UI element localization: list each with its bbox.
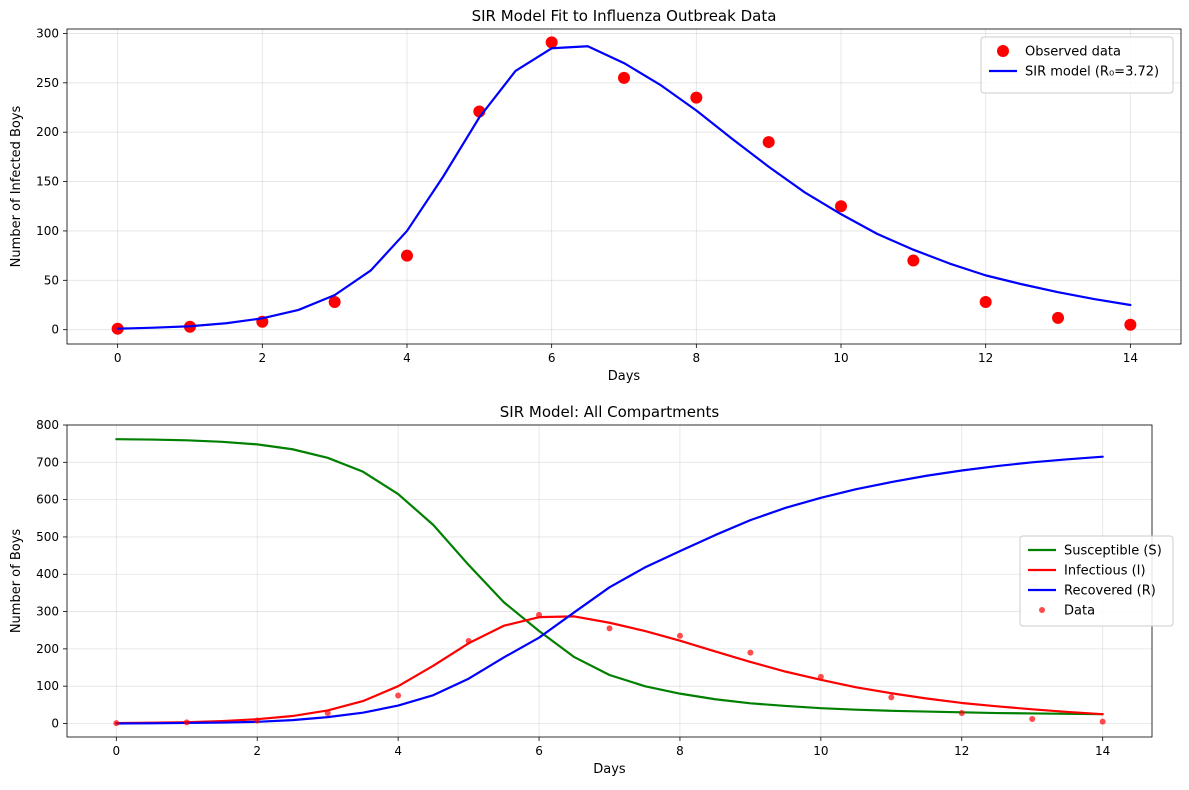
legend: Observed data SIR model (R₀=3.72): [980, 36, 1174, 94]
axes-frame: [66, 28, 1182, 345]
series-observed-data-point: [762, 136, 775, 149]
x-tick-label: 10: [813, 744, 828, 758]
series-data-point: [958, 710, 965, 717]
plot-area: [67, 425, 1152, 737]
series-observed-data-point: [400, 249, 413, 262]
legend: Susceptible (S) Infectious (I) Recovered (…: [1019, 535, 1174, 627]
series-group: [113, 438, 1106, 727]
y-tick-label: 100: [36, 224, 59, 238]
legend-infectious-i-label: Infectious (I): [1064, 564, 1146, 579]
series-data-point: [817, 673, 824, 680]
legend-recovered-r-label: Recovered (R): [1064, 584, 1156, 599]
y-tick-label: 50: [44, 273, 59, 287]
series-sir-model-r-3-72-line: [116, 45, 1132, 330]
series-data-point: [395, 692, 402, 699]
series-observed-data-point: [545, 36, 558, 49]
series-data-point: [676, 632, 683, 639]
series-observed-data-point: [690, 91, 703, 104]
series-data-point: [888, 694, 895, 701]
y-tick-label: 300: [36, 26, 59, 40]
x-tick-label: 2: [258, 351, 266, 365]
chart-panel-1: 0 2 4 6 8 10 12 14 0 50 100 150 200 250 300 SIR Model F…: [9, 7, 1182, 384]
series-data-point: [1029, 716, 1036, 723]
x-tick-label: 4: [403, 351, 411, 365]
y-axis-label: Number of Boys: [9, 529, 24, 634]
legend-sir-model-r-3-72-label: SIR model (R₀=3.72): [1025, 65, 1159, 80]
series-data-point: [254, 717, 261, 724]
legend-box: [980, 36, 1174, 94]
x-tick-label: 12: [954, 744, 969, 758]
series-data-point: [113, 720, 120, 727]
x-axis-label: Days: [608, 369, 641, 384]
x-tick-label: 6: [548, 351, 556, 365]
y-tick-label: 100: [36, 679, 59, 693]
series-observed-data-point: [328, 296, 341, 309]
legend-data-label: Data: [1064, 604, 1095, 619]
legend-box: [1019, 535, 1174, 627]
series-observed-data-point: [1052, 311, 1065, 324]
series-data-point: [747, 649, 754, 656]
x-tick-label: 14: [1095, 744, 1110, 758]
y-tick-label: 200: [36, 125, 59, 139]
series-observed-data-point: [618, 71, 630, 84]
series-susceptible-s-line: [115, 438, 1104, 716]
x-axis-label: Days: [593, 762, 626, 777]
legend-observed-data-swatch: [997, 45, 1009, 57]
series-recovered-r-line: [115, 455, 1104, 725]
series-observed-data-point: [907, 254, 920, 267]
y-tick-label: 400: [36, 567, 59, 581]
chart-title: SIR Model: All Compartments: [500, 403, 720, 421]
y-tick-label: 200: [36, 642, 59, 656]
legend-data-swatch: [1039, 607, 1045, 613]
x-tick-label: 12: [978, 351, 993, 365]
x-tick-label: 10: [833, 351, 848, 365]
chart-panel-2: 0 2 4 6 8 10 12 14 0 100 200 300 400 500 600 700 800 SIR …: [9, 403, 1174, 777]
x-tick-label: 4: [394, 744, 402, 758]
x-tick-label: 2: [253, 744, 261, 758]
legend-observed-data-label: Observed data: [1025, 45, 1121, 60]
x-tick-label: 14: [1123, 351, 1138, 365]
series-observed-data-point: [1124, 318, 1137, 331]
series-observed-data-point: [979, 296, 992, 309]
chart-title: SIR Model Fit to Influenza Outbreak Data: [472, 7, 777, 25]
y-tick-label: 600: [36, 493, 59, 507]
series-observed-data-point: [835, 200, 848, 213]
x-tick-label: 8: [676, 744, 684, 758]
y-tick-label: 0: [51, 716, 59, 730]
legend-susceptible-s-label: Susceptible (S): [1064, 544, 1162, 559]
series-data-point: [1099, 718, 1106, 725]
y-tick-label: 250: [36, 76, 59, 90]
y-tick-label: 500: [36, 530, 59, 544]
series-data-point: [536, 611, 543, 618]
y-tick-label: 0: [51, 323, 59, 337]
y-tick-label: 150: [36, 175, 59, 189]
series-data-point: [465, 638, 472, 645]
x-tick-label: 0: [114, 351, 122, 365]
y-tick-label: 800: [36, 418, 59, 432]
series-group: [111, 36, 1137, 335]
series-data-point: [183, 719, 190, 726]
series-data-point: [324, 710, 331, 717]
series-data-point: [606, 625, 613, 632]
series-infectious-i-line: [115, 615, 1104, 725]
x-tick-label: 0: [112, 744, 120, 758]
x-tick-label: 8: [693, 351, 701, 365]
y-axis-label: Number of Infected Boys: [9, 105, 24, 267]
x-tick-label: 6: [535, 744, 543, 758]
y-tick-label: 700: [36, 455, 59, 469]
y-tick-label: 300: [36, 605, 59, 619]
